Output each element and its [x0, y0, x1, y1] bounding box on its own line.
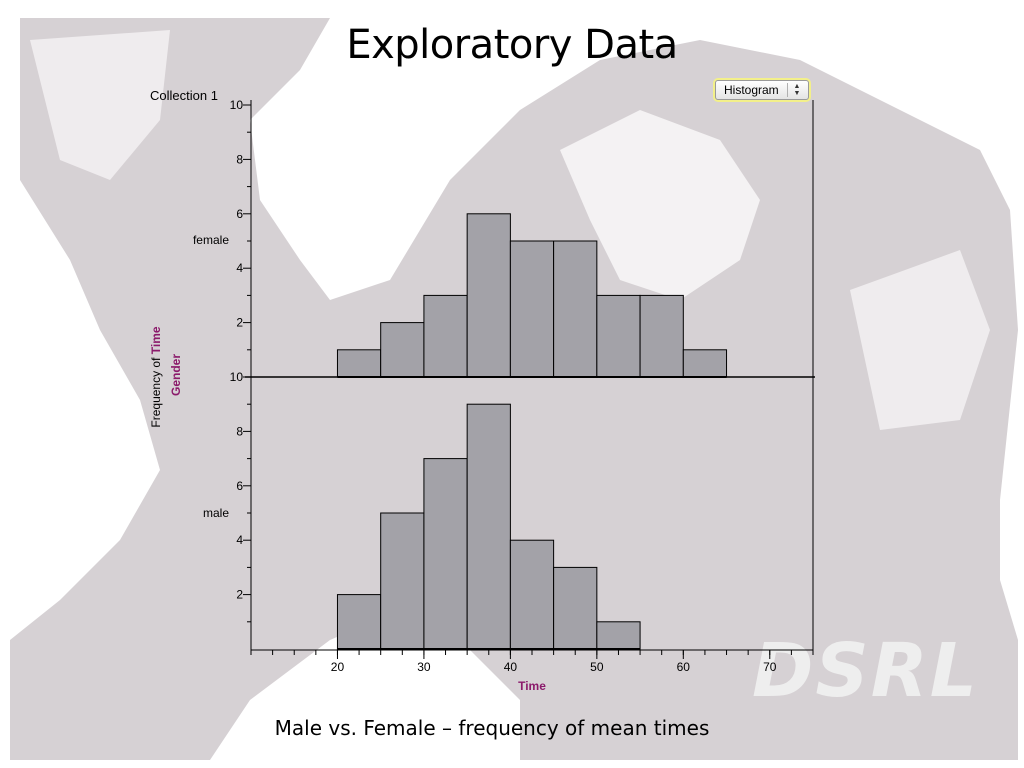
histogram-bar-male — [336, 594, 382, 650]
histogram-bar-female — [596, 294, 641, 378]
histogram-bar-male — [596, 621, 641, 650]
up-down-arrows-icon: ▲ ▼ — [787, 83, 806, 97]
collection-label: Collection 1 — [150, 88, 218, 103]
histogram-bar-male — [509, 539, 555, 650]
slide-title: Exploratory Data — [346, 22, 678, 68]
y-tick-label: 2 — [236, 588, 243, 602]
x-axis-title[interactable]: Time — [518, 679, 546, 693]
histogram-bar-female — [509, 240, 555, 378]
x-tick-label: 50 — [590, 660, 604, 674]
slide-caption: Male vs. Female – frequency of mean time… — [274, 716, 710, 740]
chart-type-value: Histogram — [724, 83, 779, 97]
y-tick-label: 10 — [230, 370, 244, 384]
y-axis-title-prefix: Frequency of — [149, 354, 163, 428]
histogram-bar-male — [553, 566, 598, 650]
y-axis-title: Frequency of Time — [149, 307, 163, 447]
y-tick-label: 8 — [236, 152, 243, 166]
y-tick-label: 4 — [236, 533, 243, 547]
x-tick-label: 30 — [417, 660, 431, 674]
panel-label-male: male — [202, 505, 229, 520]
histogram-bar-female — [336, 349, 382, 378]
y-tick-label: 2 — [236, 316, 243, 330]
histogram-bar-female — [380, 322, 425, 378]
x-tick-label: 20 — [331, 660, 345, 674]
chart-type-select[interactable]: Histogram ▲ ▼ — [715, 80, 809, 100]
x-tick-label: 60 — [677, 660, 691, 674]
histogram-bar-female — [466, 213, 511, 378]
y-tick-label: 8 — [236, 424, 243, 438]
panel-label-female: female — [192, 233, 229, 247]
histogram-bar-male — [423, 458, 468, 650]
histogram-bar-female — [639, 294, 684, 378]
background-highlight — [850, 250, 990, 430]
histogram-bar-female — [423, 294, 468, 378]
histogram-bar-male — [466, 403, 511, 650]
y-tick-label: 6 — [236, 207, 243, 221]
split-axis-title[interactable]: Gender — [169, 354, 183, 397]
background-highlight — [560, 110, 760, 300]
x-tick-label: 40 — [504, 660, 518, 674]
y-axis-title-attribute: Time — [149, 326, 163, 355]
watermark-logo: DSRL — [752, 628, 979, 714]
background-highlight — [30, 30, 170, 180]
histogram-bar-female — [682, 349, 728, 378]
y-tick-label: 4 — [236, 261, 243, 275]
x-tick-label: 70 — [763, 660, 777, 674]
y-tick-label: 10 — [230, 98, 244, 112]
y-tick-label: 6 — [236, 479, 243, 493]
background-silhouette-shape — [10, 18, 1018, 760]
histogram-bar-female — [553, 240, 598, 378]
histogram-bar-male — [380, 512, 425, 650]
